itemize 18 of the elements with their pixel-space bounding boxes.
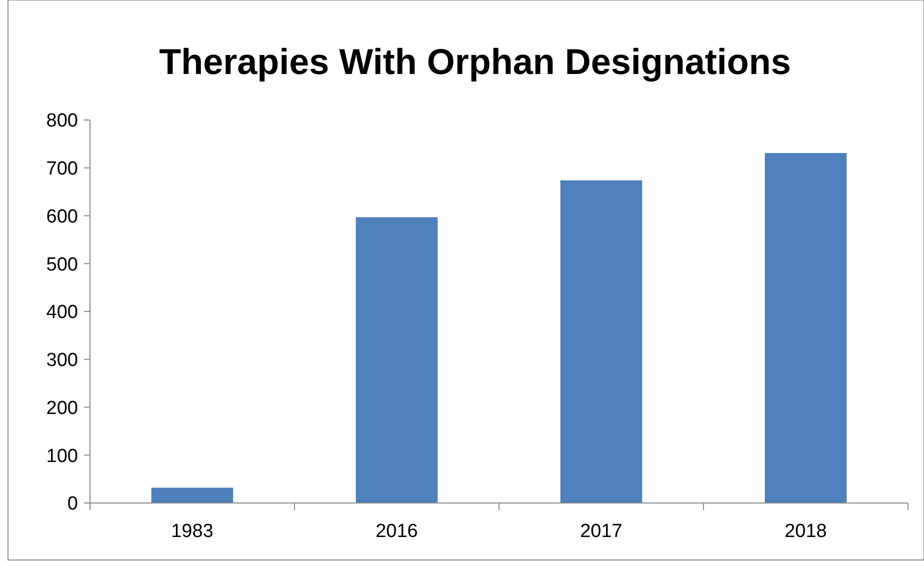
x-tick-label: 2016 [376, 521, 418, 542]
bar [764, 153, 847, 503]
y-tick-label: 300 [46, 350, 78, 372]
y-tick-label: 700 [46, 158, 78, 180]
y-tick-label: 800 [46, 110, 78, 132]
chart-title: Therapies With Orphan Designations [159, 41, 791, 82]
x-tick-label: 1983 [171, 521, 214, 542]
y-tick-label: 500 [46, 254, 78, 276]
y-tick-label: 100 [46, 446, 78, 467]
bar [151, 488, 234, 503]
bar [356, 217, 438, 503]
y-tick-label: 600 [46, 206, 78, 228]
y-tick-label: 400 [46, 302, 78, 324]
y-tick-label: 0 [67, 494, 78, 515]
x-tick-label: 2017 [580, 521, 622, 542]
x-tick-label: 2018 [784, 521, 827, 542]
bar [560, 180, 642, 503]
y-tick-label: 200 [46, 398, 78, 419]
